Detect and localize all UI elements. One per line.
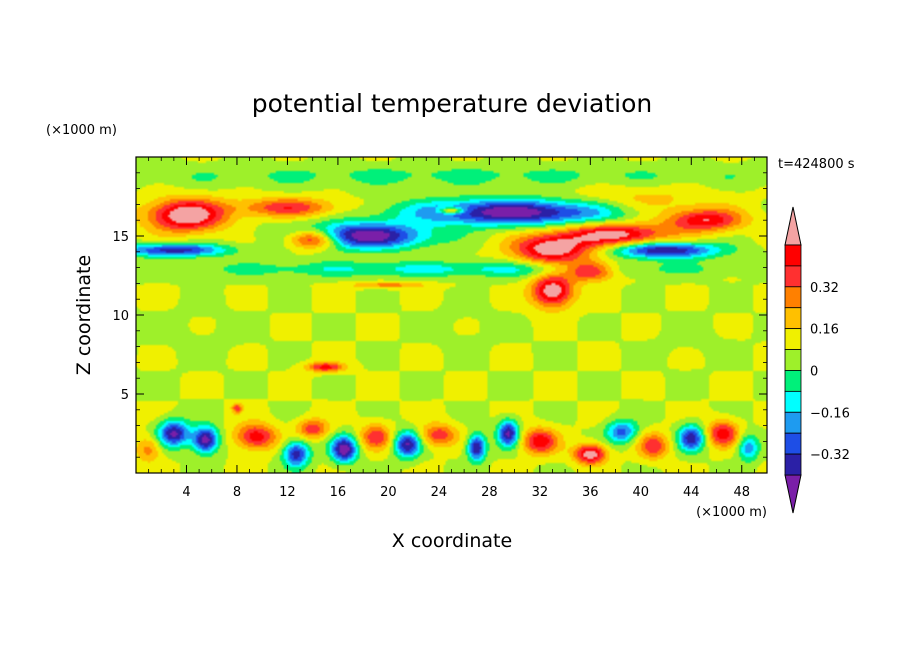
x-tick-label: 8 [233, 485, 241, 500]
y-unit-label: (×1000 m) [46, 123, 117, 138]
x-tick-label: 12 [279, 485, 296, 500]
x-tick-label: 24 [431, 485, 448, 500]
y-axis: 5 10 15 [112, 172, 767, 458]
y-tick-label: 10 [112, 309, 129, 324]
colorbar-segment [784, 432, 802, 455]
colorbar-label: −0.32 [810, 448, 850, 463]
colorbar-segment [784, 286, 802, 309]
y-axis-label: Z coordinate [73, 255, 95, 375]
colorbar-segment [784, 349, 802, 371]
x-tick-label: 32 [532, 485, 549, 500]
y-tick-label: 5 [121, 388, 129, 403]
colorbar-segment [784, 411, 802, 434]
x-axis: 4 8 12 16 20 24 28 32 36 40 44 48 [148, 157, 755, 500]
colorbar-segment [784, 453, 802, 476]
x-tick-label: 40 [633, 485, 650, 500]
colorbar-top-arrow [784, 206, 802, 246]
colorbar-segment [784, 370, 802, 392]
colorbar-label: 0.32 [810, 281, 839, 296]
x-tick-label: 20 [380, 485, 397, 500]
time-label: t=424800 s [778, 157, 855, 172]
colorbar-segment [784, 390, 802, 413]
colorbar-segment [784, 244, 802, 267]
colorbar-segment [784, 307, 802, 330]
chart-title: potential temperature deviation [252, 89, 652, 118]
colorbar-bottom-arrow [784, 474, 802, 514]
x-tick-label: 44 [683, 485, 700, 500]
colorbar-label: −0.16 [810, 406, 850, 421]
colorbar-segment [784, 328, 802, 350]
colorbar: 0.32 0.16 0 −0.16 −0.32 [784, 206, 850, 514]
x-tick-label: 4 [182, 485, 190, 500]
colorbar-segment [784, 265, 802, 288]
x-tick-label: 36 [582, 485, 599, 500]
x-unit-label: (×1000 m) [696, 505, 767, 520]
y-tick-label: 15 [112, 230, 129, 245]
contour-field [136, 157, 767, 473]
x-tick-label: 48 [733, 485, 750, 500]
colorbar-label: 0.16 [810, 323, 839, 338]
x-tick-label: 28 [481, 485, 498, 500]
colorbar-label: 0 [810, 364, 818, 379]
x-axis-label: X coordinate [392, 530, 512, 552]
x-tick-label: 16 [330, 485, 347, 500]
